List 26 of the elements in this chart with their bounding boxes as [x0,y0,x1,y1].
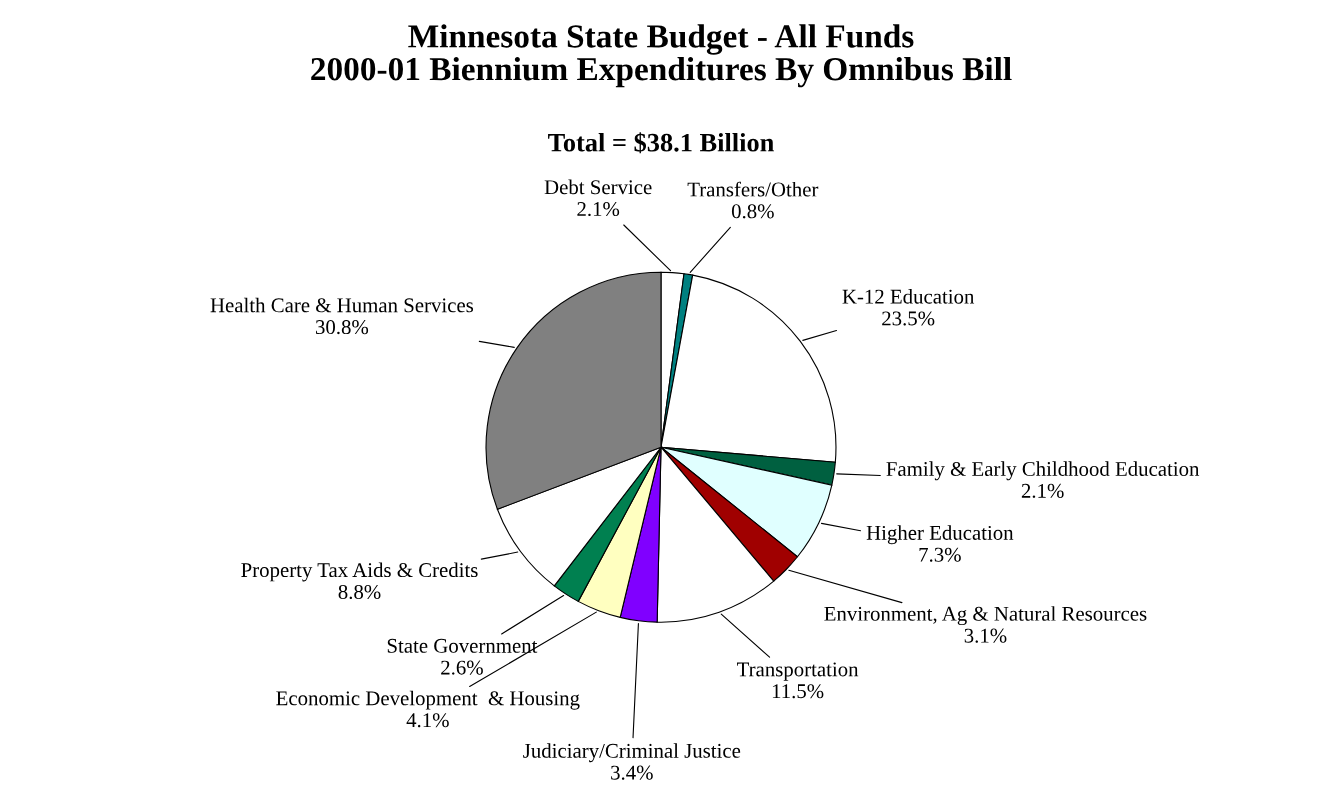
data-label: 8.8% [338,584,381,600]
slice-label: Environment, Ag & Natural Resources [824,606,1147,626]
slice-label: Judiciary/Criminal Justice [523,743,741,763]
data-label: 0.8% [731,204,774,219]
data-label: 4.1% [406,713,449,728]
slice-label: Economic Development & Housing [276,690,580,710]
slice-label: Health Care & Human Services [210,297,474,313]
data-label: 11.5% [772,684,824,699]
data-label: 2.1% [1021,483,1064,498]
slice-label: Higher Education [866,525,1014,545]
data-label: 7.3% [919,547,961,562]
slice-label: K-12 Education [842,289,975,304]
slice-label: State Government [387,638,538,653]
slice-label: Family & Early Childhood Education [886,461,1200,481]
slice-label: Transfers/Other [687,181,819,197]
slice-label: Property Tax Aids & Credits [241,562,478,582]
slice-label: Transportation [737,662,859,681]
data-label: 2.1% [577,201,620,217]
data-label: 3.1% [964,628,1007,643]
chart-subtitle: Total = $38.1 Billion [548,132,774,154]
data-label: 3.4% [611,765,653,780]
slice-label: Debt Service [544,179,652,195]
data-label: 23.5% [882,311,935,326]
data-label: 30.8% [315,320,369,335]
data-label: 2.6% [441,660,483,675]
chart-title: Minnesota State Budget - All Funds 2000-01 Biennium Expenditures By Omnibus Bill [311,24,1012,88]
